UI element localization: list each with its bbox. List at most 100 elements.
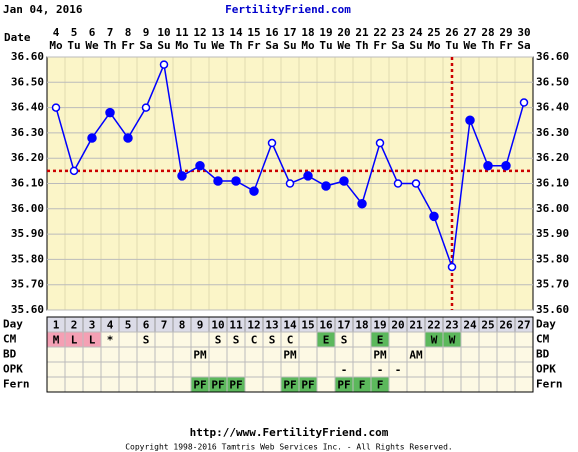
weekday-label: Tu	[193, 39, 206, 52]
temperature-point	[87, 133, 97, 143]
cell	[82, 361, 102, 378]
weekday-label: Th	[229, 39, 242, 52]
cell	[496, 346, 516, 363]
cell	[316, 361, 336, 378]
cell-text: PF	[283, 379, 296, 392]
cell	[262, 346, 282, 363]
date-label: 24	[409, 26, 423, 39]
day-label: 8	[179, 319, 186, 332]
date-label: 7	[107, 26, 114, 39]
day-label: 17	[337, 319, 350, 332]
cell	[334, 346, 354, 363]
weekday-label: Sa	[139, 39, 152, 52]
temperature-point	[429, 211, 439, 222]
day-label: 11	[229, 319, 243, 332]
cell	[82, 376, 102, 393]
cell-text: F	[359, 379, 366, 392]
y-tick-label: 35.90	[11, 227, 44, 240]
date-label: 15	[247, 26, 260, 39]
day-label: 25	[481, 319, 494, 332]
cell-text: S	[269, 334, 276, 347]
date-label: 20	[337, 26, 350, 39]
cell	[118, 361, 138, 378]
y-tick-label-right: 36.00	[536, 202, 569, 215]
cell	[226, 361, 246, 378]
cell-text: PF	[193, 379, 206, 392]
day-label: 21	[409, 319, 423, 332]
cell	[262, 361, 282, 378]
y-tick-label: 36.40	[11, 101, 44, 114]
weekday-label: Th	[103, 39, 116, 52]
row-label: Fern	[3, 378, 30, 391]
cell	[388, 376, 408, 393]
weekday-label: We	[211, 39, 225, 52]
date-label: 18	[301, 26, 314, 39]
y-tick-label-right: 36.60	[536, 50, 569, 63]
cell	[118, 331, 138, 348]
cell	[424, 361, 444, 378]
weekday-label: We	[85, 39, 99, 52]
cell	[136, 376, 156, 393]
weekday-label: We	[337, 39, 351, 52]
cell	[208, 346, 228, 363]
temperature-point	[123, 133, 133, 143]
cell	[244, 376, 264, 393]
cell	[64, 376, 84, 393]
header-date: Jan 04, 2016	[3, 3, 83, 16]
y-tick-label-right: 36.40	[536, 101, 569, 114]
weekday-label: Sa	[391, 39, 404, 52]
cell	[514, 331, 534, 348]
cell	[190, 361, 210, 378]
temperature-point	[375, 138, 385, 148]
temperature-point	[159, 60, 169, 69]
date-label: 11	[175, 26, 189, 39]
footer-url[interactable]: http://www.FertilityFriend.com	[190, 426, 389, 439]
row-label: OPK	[3, 363, 23, 376]
cell	[172, 361, 192, 378]
temperature-point	[303, 171, 313, 181]
cell-text: S	[143, 334, 150, 347]
temperature-point	[69, 166, 79, 176]
cell	[46, 376, 66, 393]
y-tick-label-right: 36.50	[536, 75, 569, 88]
day-label: 1	[53, 319, 60, 332]
site-link[interactable]: FertilityFriend.com	[225, 3, 351, 16]
cell	[478, 331, 498, 348]
cell-text: C	[251, 334, 258, 347]
cell-text: *	[107, 334, 114, 347]
cell	[406, 331, 426, 348]
cell-text: PF	[337, 379, 350, 392]
weekday-label: Su	[283, 39, 296, 52]
date-label: 9	[143, 26, 150, 39]
cell	[100, 346, 120, 363]
cell-text: S	[341, 334, 348, 347]
temperature-point	[105, 107, 115, 118]
temperature-point	[411, 179, 421, 188]
y-tick-label: 36.00	[11, 202, 44, 215]
cell	[298, 361, 318, 378]
date-label: 16	[265, 26, 279, 39]
cell	[352, 331, 372, 348]
cell-text: S	[215, 334, 222, 347]
day-label: 2	[71, 319, 78, 332]
temperature-point	[321, 181, 331, 191]
cell-text: L	[89, 334, 96, 347]
cell	[298, 346, 318, 363]
day-label: 5	[125, 319, 132, 332]
date-label: 17	[283, 26, 296, 39]
weekday-label: Th	[481, 39, 494, 52]
cell	[352, 346, 372, 363]
y-tick-label: 35.70	[11, 278, 44, 291]
date-label: 19	[319, 26, 332, 39]
cell	[46, 361, 66, 378]
table-frame	[46, 316, 534, 393]
cell	[316, 346, 336, 363]
day-label: 10	[211, 319, 224, 332]
cell	[496, 376, 516, 393]
cell	[100, 376, 120, 393]
weekday-label: Sa	[265, 39, 278, 52]
y-tick-label: 36.10	[11, 177, 44, 190]
row-label: BD	[3, 348, 17, 361]
temperature-point	[195, 161, 205, 171]
temperature-point	[177, 171, 187, 181]
